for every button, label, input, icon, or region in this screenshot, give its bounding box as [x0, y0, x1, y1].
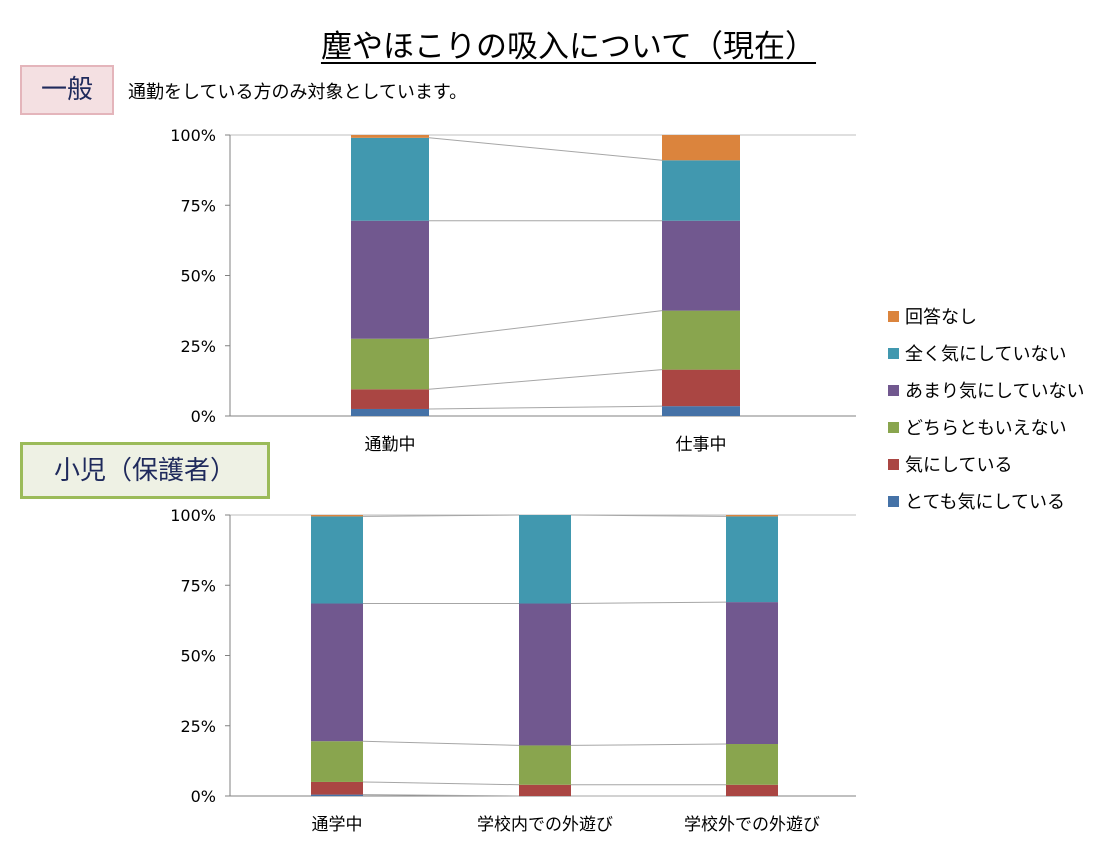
- legend-swatch: [888, 348, 899, 359]
- bar-segment: [519, 603, 571, 746]
- bar-segment: [351, 338, 429, 390]
- y-tick-label: 100%: [170, 126, 216, 145]
- bar-segment: [351, 135, 429, 138]
- series-connector-line: [428, 310, 663, 340]
- page-title: 塵やほこりの吸入について（現在）: [20, 24, 1097, 70]
- series-connector-line: [570, 743, 727, 746]
- bar-segment: [519, 515, 571, 604]
- bar-segment: [662, 160, 740, 221]
- legend-swatch: [888, 385, 899, 396]
- bar-segment: [726, 784, 778, 796]
- y-tick-label: 0%: [191, 407, 216, 426]
- x-category-label: 通学中: [312, 815, 363, 835]
- page-title-text: 塵やほこりの吸入について（現在）: [320, 29, 817, 65]
- legend-swatch: [888, 422, 899, 433]
- bar-segment: [662, 369, 740, 407]
- series-connector-line: [362, 794, 520, 797]
- bar-segment: [351, 137, 429, 221]
- x-category-label: 仕事中: [676, 435, 727, 455]
- chart-general: 0% 25% 50% 75% 100% 通勤中 仕事中: [170, 126, 856, 455]
- series-connector-line: [362, 514, 520, 517]
- section-note: 通勤をしている方のみ対象としています。: [128, 82, 468, 103]
- bar-segment: [662, 406, 740, 416]
- legend-label: あまり気にしていない: [905, 381, 1084, 402]
- legend-label: 回答なし: [905, 307, 977, 328]
- y-tick-label: 100%: [170, 506, 216, 525]
- bar-segment: [311, 515, 363, 517]
- bar-segment: [351, 220, 429, 339]
- y-tick-label: 25%: [180, 337, 216, 356]
- bar-segment: [726, 516, 778, 603]
- x-category-label: 学校外での外遊び: [684, 815, 820, 835]
- series-connector-line: [428, 137, 663, 161]
- series-connector-line: [428, 405, 663, 410]
- series-connector-line: [570, 601, 727, 605]
- bar-segment: [662, 135, 740, 161]
- y-tick-label: 75%: [180, 576, 216, 595]
- bar-segment: [519, 745, 571, 785]
- bar-segment: [662, 310, 740, 370]
- bar-segment: [311, 781, 363, 795]
- bar-segment: [311, 741, 363, 782]
- chart-child: 0% 25% 50% 75% 100% 通学中 学校内での外遊び 学校外での外遊び: [170, 506, 856, 835]
- y-tick-label: 25%: [180, 717, 216, 736]
- bar-segment: [519, 784, 571, 796]
- section-tag-general: 一般: [20, 65, 114, 115]
- bar-segment: [311, 794, 363, 796]
- series-connector-line: [362, 781, 520, 786]
- legend-label: どちらともいえない: [905, 418, 1067, 439]
- bar-segment: [351, 389, 429, 409]
- bar-segment: [351, 408, 429, 416]
- y-tick-label: 75%: [180, 196, 216, 215]
- bar-segment: [662, 220, 740, 311]
- x-category-label: 通勤中: [365, 435, 416, 455]
- legend-label: 気にしている: [905, 455, 1012, 476]
- bar-segment: [311, 516, 363, 604]
- y-tick-label: 50%: [180, 647, 216, 666]
- series-connector-line: [362, 740, 520, 746]
- y-tick-label: 50%: [180, 267, 216, 286]
- legend: 回答なし全く気にしていないあまり気にしていないどちらともいえない気にしているとて…: [888, 307, 1084, 513]
- series-connector-line: [428, 369, 663, 390]
- bar-segment: [726, 515, 778, 517]
- legend-swatch: [888, 496, 899, 507]
- legend-label: とても気にしている: [905, 492, 1065, 513]
- series-connector-line: [570, 514, 727, 517]
- bar-segment: [726, 602, 778, 745]
- y-tick-label: 0%: [191, 787, 216, 806]
- legend-swatch: [888, 459, 899, 470]
- legend-label: 全く気にしていない: [905, 344, 1066, 365]
- legend-swatch: [888, 311, 899, 322]
- section-tag-child: 小児（保護者）: [20, 442, 270, 499]
- bar-segment: [311, 603, 363, 742]
- bar-segment: [726, 744, 778, 785]
- x-category-label: 学校内での外遊び: [477, 815, 613, 835]
